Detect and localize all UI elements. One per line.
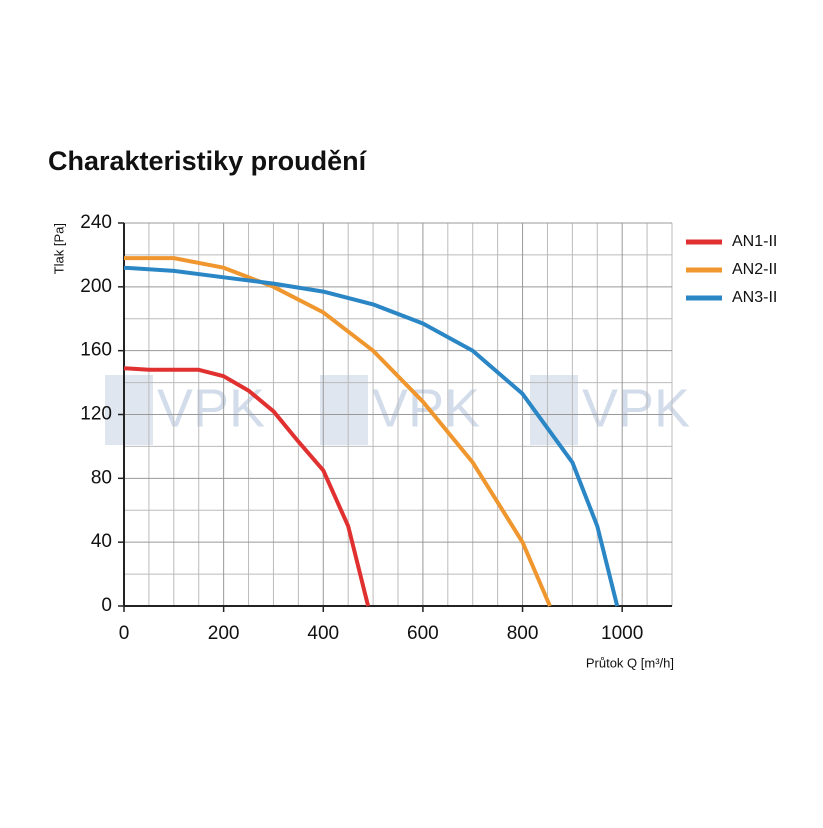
legend-label: AN1-II <box>732 233 777 250</box>
y-axis-label: Tlak [Pa] <box>51 223 66 274</box>
watermark-box <box>530 375 578 445</box>
y-tick-label: 0 <box>101 595 112 616</box>
x-tick-label: 0 <box>119 623 130 644</box>
chart-title: Charakteristiky proudění <box>48 146 368 176</box>
y-tick-label: 120 <box>80 404 112 425</box>
x-tick-label: 600 <box>407 623 439 644</box>
line <box>123 265 620 607</box>
y-tick-label: 240 <box>80 212 112 233</box>
x-tick-label: 200 <box>208 623 240 644</box>
y-tick-label: 160 <box>80 340 112 361</box>
y-tick-label: 200 <box>80 276 112 297</box>
legend-label: AN2-II <box>732 261 777 278</box>
watermark: VPK <box>582 378 690 438</box>
y-tick-label: 40 <box>91 531 112 552</box>
x-axis-label: Průtok Q [m³/h] <box>586 655 674 670</box>
legend-label: AN3-II <box>732 289 777 306</box>
x-tick-label: 800 <box>507 623 539 644</box>
watermark-box <box>105 375 153 445</box>
line <box>123 366 371 607</box>
y-tick-label: 80 <box>91 467 112 488</box>
x-tick-label: 1000 <box>601 623 643 644</box>
line <box>124 256 552 607</box>
watermark-box <box>320 375 368 445</box>
x-tick-label: 400 <box>307 623 339 644</box>
